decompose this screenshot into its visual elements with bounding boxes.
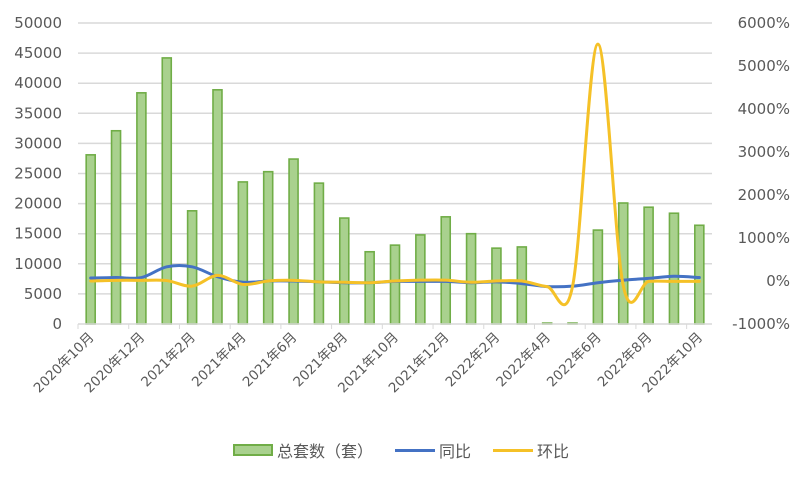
gridlines [78,22,712,295]
bar [237,181,249,325]
bar [364,250,375,325]
bar [85,154,96,325]
bar [212,89,223,325]
x-axis-labels: 2020年10月2020年12月2021年2月2021年4月2021年6月202… [31,330,706,397]
right-axis-tick: 6000% [738,14,790,32]
mom-line-swatch-icon [493,448,533,452]
right-axis-tick: -1000% [732,315,790,333]
right-axis-ticks: -1000% 0% 1000% 2000% 3000% 4000% 5000% 6000% [732,14,790,333]
left-axis-tick: 10000 [14,255,62,273]
bar [465,232,477,325]
bar [516,246,528,325]
legend-item-mom: 环比 [493,438,569,462]
bar-swatch-icon [232,444,273,456]
right-axis-tick: 4000% [738,100,790,118]
left-axis-tick: 15000 [14,225,62,243]
bar [668,212,680,325]
bar [389,244,401,325]
left-axis-tick: 30000 [14,134,62,152]
bar [313,182,325,325]
legend: 总套数（套） 同比 环比 [0,438,802,462]
bar [110,129,122,325]
bar [288,158,299,325]
legend-label-total: 总套数（套） [276,442,373,461]
left-axis-tick: 45000 [14,44,62,62]
bar [440,216,452,325]
bar-series-total-units [85,57,705,325]
left-axis-tick: 35000 [14,104,62,122]
bar [338,217,350,325]
left-axis-tick: 0 [52,315,62,333]
bar [161,57,173,325]
right-axis-tick: 1000% [738,229,790,247]
legend-label-yoy: 同比 [438,442,471,461]
left-axis-tick: 5000 [24,285,62,303]
right-axis-tick: 0% [766,272,790,290]
bar [592,229,604,325]
mom-line [89,42,701,307]
left-axis-tick: 20000 [14,195,62,213]
right-axis-tick: 5000% [738,57,790,75]
right-axis-tick: 3000% [738,143,790,161]
left-axis-tick: 40000 [14,74,62,92]
legend-label-mom: 环比 [537,442,570,461]
bar [643,206,654,325]
legend-item-total: 总套数（套） [232,438,373,462]
left-axis-ticks: 0 5000 10000 15000 20000 25000 30000 35000 40000… [14,14,62,333]
bar [491,247,502,325]
line-series [89,42,701,307]
left-axis-tick: 50000 [14,14,62,32]
right-axis-tick: 2000% [738,186,790,204]
bar [694,224,705,325]
yoy-line-swatch-icon [394,448,435,452]
legend-item-yoy: 同比 [394,438,471,462]
combo-chart: 0 5000 10000 15000 20000 25000 30000 35000 40000… [14,14,790,397]
x-axis [77,323,712,329]
bar [262,170,274,325]
left-axis-tick: 25000 [14,165,62,183]
bar [136,92,147,325]
